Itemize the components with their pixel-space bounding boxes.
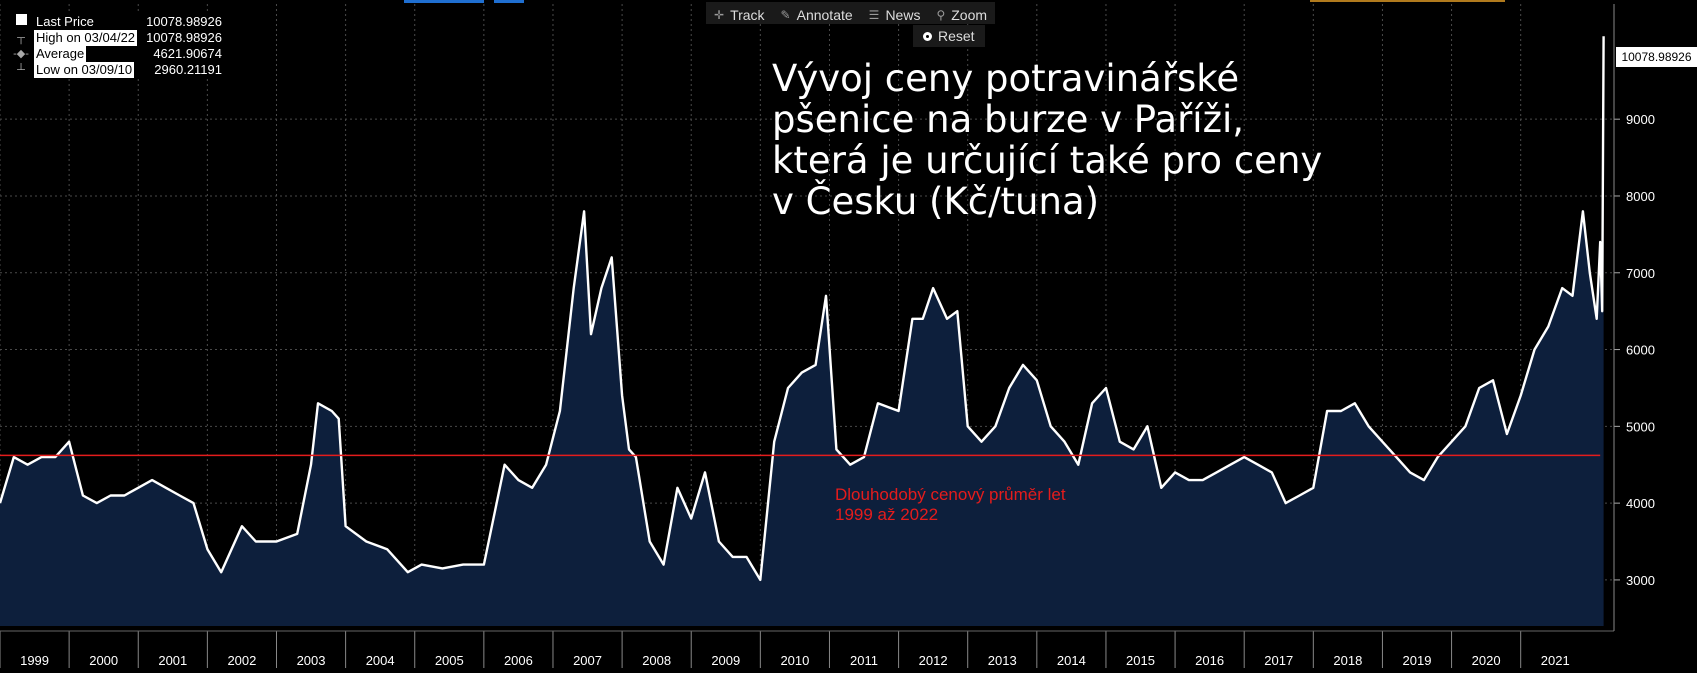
x-tick-label: 2006 xyxy=(504,653,533,668)
y-tick-label: 3000 xyxy=(1626,573,1655,588)
chart-toolbar: ✛ Track ✎ Annotate ☰ News ⚲ Zoom xyxy=(706,2,996,24)
reset-icon xyxy=(923,31,932,41)
pencil-icon: ✎ xyxy=(780,7,791,22)
x-tick-label: 2021 xyxy=(1541,653,1570,668)
y-tick-label: 5000 xyxy=(1626,419,1655,434)
x-tick-label: 2015 xyxy=(1126,653,1155,668)
x-tick-label: 2011 xyxy=(850,653,878,668)
window-tab-indicator xyxy=(404,0,484,3)
x-tick-label: 2005 xyxy=(435,653,464,668)
x-tick-label: 2019 xyxy=(1403,653,1432,668)
y-tick-label: 8000 xyxy=(1626,189,1655,204)
magnifier-icon: ⚲ xyxy=(936,7,946,22)
news-label: News xyxy=(885,6,921,23)
x-tick-label: 2003 xyxy=(297,653,326,668)
x-tick-label: 2007 xyxy=(573,653,602,668)
legend-label: Average xyxy=(34,46,87,62)
x-tick-label: 2009 xyxy=(711,653,740,668)
annotate-label: Annotate xyxy=(796,6,853,23)
x-tick-label: 2001 xyxy=(158,653,187,668)
zoom-button[interactable]: ⚲ Zoom xyxy=(928,2,995,24)
x-tick-label: 2008 xyxy=(642,653,671,668)
reset-label: Reset xyxy=(938,28,975,44)
x-tick-label: 2013 xyxy=(988,653,1017,668)
legend-value: 10078.98926 xyxy=(146,14,222,29)
y-tick-label: 4000 xyxy=(1626,496,1655,511)
last-price-flag: 10078.98926 xyxy=(1616,47,1697,67)
x-tick-label: 2016 xyxy=(1195,653,1224,668)
x-tick-label: 2017 xyxy=(1264,653,1293,668)
y-tick-label: 9000 xyxy=(1626,112,1655,127)
legend-label: High on 03/04/22 xyxy=(34,30,138,46)
legend-label: Last Price xyxy=(34,14,124,30)
window-tab-indicator-2 xyxy=(494,0,524,3)
reset-button[interactable]: Reset xyxy=(913,25,985,47)
chart-axes: 3000 4000 5000 6000 7000 8000 9000 1999 2000 2001… xyxy=(0,4,1655,668)
high-marker-icon: ┬ xyxy=(17,32,25,44)
legend-value: 2960.21191 xyxy=(154,62,222,77)
y-tick-label: 7000 xyxy=(1626,266,1655,281)
window-status-indicator xyxy=(1310,0,1505,2)
legend-row-low[interactable]: ┴ Low on 03/09/10 2960.21191 xyxy=(8,62,226,78)
annotate-button[interactable]: ✎ Annotate xyxy=(773,2,861,24)
crosshair-icon: ✛ xyxy=(714,7,725,22)
legend-row-average[interactable]: -◆- Average 4621.90674 xyxy=(8,46,226,62)
news-icon: ☰ xyxy=(868,7,880,22)
x-tick-label: 2020 xyxy=(1472,653,1501,668)
x-tick-label: 2010 xyxy=(780,653,809,668)
average-marker-icon: -◆- xyxy=(13,48,29,60)
x-tick-label: 2014 xyxy=(1057,653,1086,668)
low-marker-icon: ┴ xyxy=(17,64,25,76)
average-annotation: Dlouhodobý cenový průměr let 1999 až 202… xyxy=(835,485,1066,524)
chart-title: Vývoj ceny potravinářské pšenice na burz… xyxy=(772,57,1323,223)
chart-legend: Last Price 10078.98926 ┬ High on 03/04/2… xyxy=(8,14,226,78)
price-line xyxy=(0,36,1605,582)
track-label: Track xyxy=(730,6,765,23)
x-tick-label: 1999 xyxy=(20,653,49,668)
legend-value: 4621.90674 xyxy=(153,46,222,61)
zoom-label: Zoom xyxy=(951,6,988,23)
legend-value: 10078.98926 xyxy=(146,30,222,45)
x-tick-label: 2018 xyxy=(1333,653,1362,668)
legend-swatch-icon xyxy=(8,14,34,30)
legend-row-high[interactable]: ┬ High on 03/04/22 10078.98926 xyxy=(8,30,226,46)
legend-row-last-price[interactable]: Last Price 10078.98926 xyxy=(8,14,226,30)
x-tick-label: 2000 xyxy=(89,653,118,668)
legend-label: Low on 03/09/10 xyxy=(34,62,135,78)
news-button[interactable]: ☰ News xyxy=(861,2,929,24)
track-button[interactable]: ✛ Track xyxy=(706,2,773,24)
x-tick-label: 2012 xyxy=(919,653,948,668)
y-tick-label: 6000 xyxy=(1626,343,1655,358)
price-area xyxy=(0,36,1604,627)
x-tick-label: 2004 xyxy=(366,653,395,668)
x-tick-label: 2002 xyxy=(227,653,256,668)
